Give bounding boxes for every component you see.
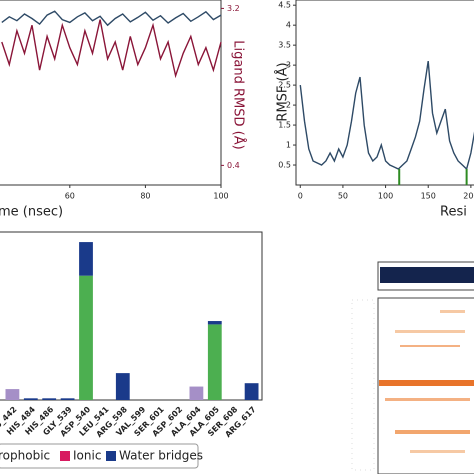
- y2-tick-label: 3.2: [227, 4, 240, 13]
- heatmap-cells: [400, 345, 460, 347]
- legend-swatch: [60, 451, 70, 461]
- bar-segment: [5, 389, 20, 400]
- x-tick-label: 100: [378, 192, 393, 201]
- x-tick-label: 60: [65, 192, 75, 201]
- bar-segment: [207, 321, 222, 325]
- frame-time-series: [0, 0, 222, 186]
- strip-frame: [377, 261, 474, 291]
- y-axis-label: RMSF (Å): [275, 62, 291, 121]
- bar-segment: [79, 275, 93, 400]
- contact-heatmap: [351, 261, 474, 474]
- x-tick-label: 200: [463, 192, 474, 201]
- y-tick-label: 4.5: [278, 1, 291, 10]
- bar-segment: [207, 324, 222, 400]
- legend-swatch: [106, 451, 116, 461]
- bar-segment: [189, 386, 204, 400]
- y-tick-label: 3: [286, 61, 291, 70]
- legend-label: Water bridges: [119, 449, 203, 463]
- y2-tick-label: 0.4: [227, 161, 240, 170]
- bar-segment: [115, 373, 130, 400]
- y-tick-label: 2: [286, 101, 291, 110]
- heatmap-cells: [440, 310, 465, 313]
- heatmap-cells: [385, 398, 470, 401]
- bar-segment: [23, 398, 38, 400]
- y2-axis-label: Ligand RMSD (Å): [231, 40, 247, 149]
- heatmap-cells: [410, 450, 465, 453]
- bar-segment: [244, 383, 259, 400]
- series-line: [1, 19, 222, 79]
- y-tick-label: 3.5: [278, 41, 291, 50]
- series-line: [299, 60, 474, 171]
- series-line: [1, 10, 222, 27]
- legend-label: Ionic: [73, 449, 101, 463]
- heatmap-labels: [351, 299, 375, 471]
- legend-label: rophobic: [0, 449, 50, 463]
- bar-segment: [60, 398, 75, 400]
- x-tick-label: 150: [421, 192, 436, 201]
- y-tick-label: 2.5: [278, 81, 291, 90]
- strip-fill: [380, 267, 474, 283]
- y-tick-label: 1: [286, 141, 291, 150]
- x-tick-label: 50: [338, 192, 348, 201]
- x-axis-label: me (nsec): [0, 205, 63, 220]
- legend-box: [0, 443, 199, 469]
- y-tick-label: 1.5: [278, 121, 291, 130]
- heatmap-cells: [395, 430, 470, 434]
- heatmap-band: [379, 380, 474, 386]
- bar-segment: [42, 398, 57, 400]
- y-tick-label: 0.5: [278, 161, 291, 170]
- y-tick-label: 4: [286, 21, 291, 30]
- x-tick-label: 0: [298, 192, 303, 201]
- frame-contacts: [0, 231, 263, 401]
- x-axis-label: Resi: [440, 205, 467, 220]
- x-tick-label: 100: [213, 192, 228, 201]
- x-tick-label: 80: [140, 192, 150, 201]
- bar-segment: [79, 242, 93, 276]
- heatmap-cells: [395, 330, 465, 333]
